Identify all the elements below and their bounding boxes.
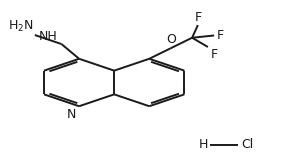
Text: NH: NH — [38, 30, 57, 43]
Text: H$_2$N: H$_2$N — [8, 19, 33, 34]
Text: Cl: Cl — [241, 138, 253, 151]
Text: F: F — [217, 29, 224, 42]
Text: O: O — [166, 33, 176, 46]
Text: N: N — [67, 108, 76, 121]
Text: H: H — [198, 138, 208, 151]
Text: F: F — [211, 48, 218, 61]
Text: F: F — [194, 11, 201, 24]
